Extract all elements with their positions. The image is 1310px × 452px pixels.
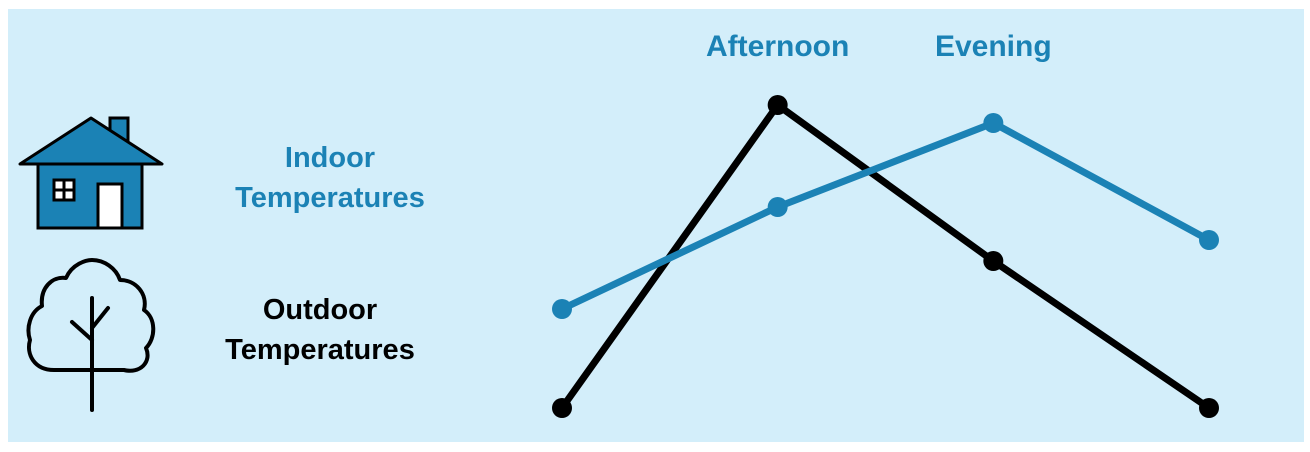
outdoor-point-1 bbox=[552, 398, 572, 418]
house-icon bbox=[18, 116, 164, 230]
outdoor-series-line bbox=[559, 101, 1211, 411]
indoor-series-line bbox=[560, 119, 1211, 313]
indoor-legend-line1: Indoor bbox=[284, 142, 376, 174]
indoor-legend-label: Indoor Temperatures bbox=[200, 138, 460, 218]
indoor-point-4 bbox=[1199, 230, 1219, 250]
outdoor-point-3 bbox=[983, 251, 1004, 271]
x-label-evening: Evening bbox=[935, 30, 1052, 63]
outdoor-legend-line1: Outdoor bbox=[262, 294, 378, 326]
chart-panel bbox=[8, 9, 1304, 442]
indoor-point-3 bbox=[983, 113, 1004, 133]
outdoor-point-4 bbox=[1199, 398, 1219, 418]
outdoor-point-2 bbox=[767, 95, 788, 115]
outdoor-legend-line2: Temperatures bbox=[225, 334, 415, 366]
tree-icon bbox=[26, 258, 156, 412]
outdoor-legend-label: Outdoor Temperatures bbox=[190, 290, 450, 370]
indoor-point-2 bbox=[767, 197, 788, 217]
x-label-afternoon: Afternoon bbox=[706, 30, 849, 63]
indoor-legend-line2: Temperatures bbox=[235, 182, 425, 214]
indoor-point-1 bbox=[552, 299, 572, 319]
